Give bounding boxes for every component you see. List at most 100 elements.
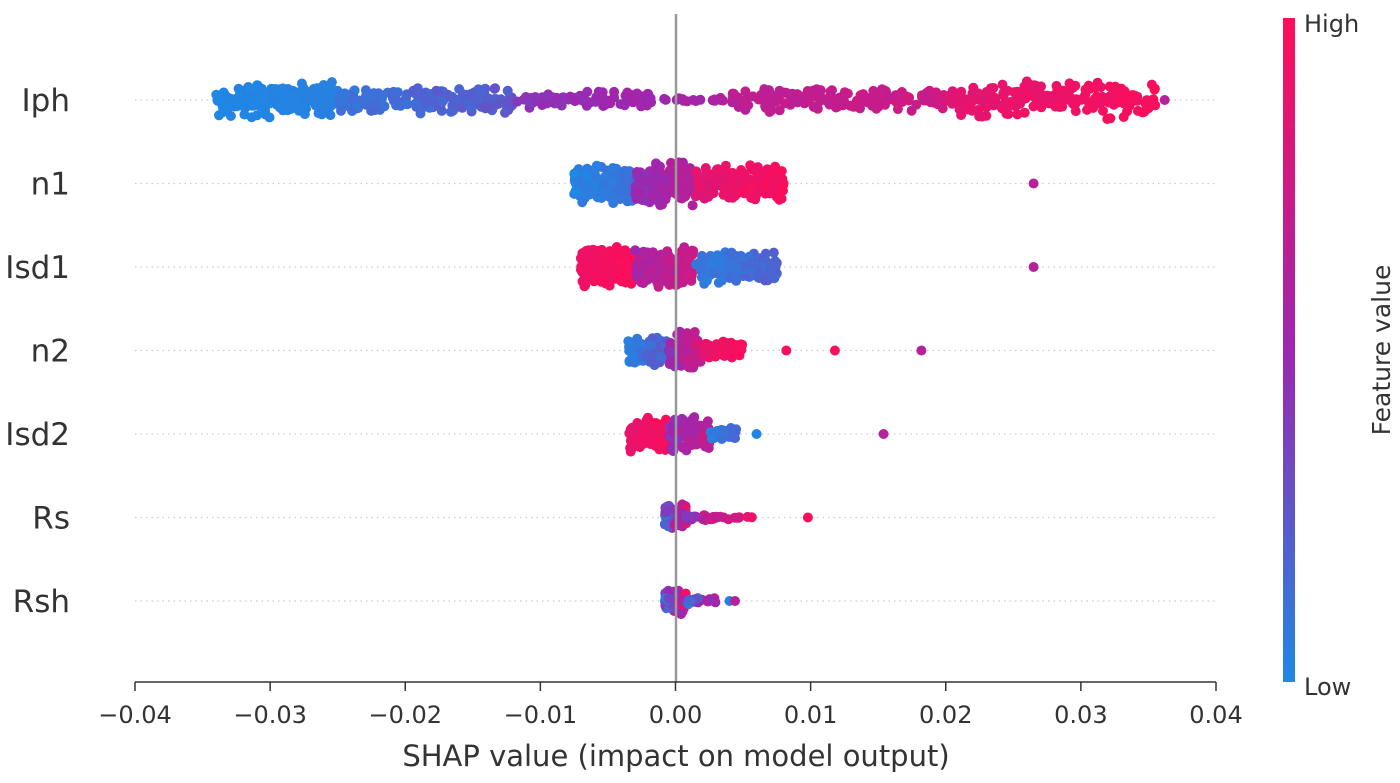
shap-point	[997, 79, 1008, 90]
shap-point	[1110, 81, 1121, 92]
shap-point	[839, 87, 850, 98]
shap-point	[592, 192, 603, 203]
feature-label-n2: n2	[31, 334, 70, 370]
shap-point	[978, 95, 988, 106]
shap-point	[638, 175, 648, 186]
shap-point	[1112, 97, 1123, 108]
shap-point	[641, 415, 652, 426]
shap-point	[653, 281, 664, 292]
shap-point	[1126, 95, 1137, 106]
series-isd2	[624, 412, 889, 457]
x-tick-label: −0.01	[504, 701, 578, 729]
shap-point	[767, 270, 778, 281]
shap-point	[601, 257, 612, 268]
x-tick-label: −0.03	[233, 701, 307, 729]
shap-point	[581, 172, 592, 183]
colorbar-high-label: High	[1304, 10, 1359, 38]
shap-point	[594, 92, 605, 103]
shap-point	[1027, 83, 1038, 94]
shap-point	[966, 105, 977, 116]
shap-point	[569, 168, 580, 179]
shap-point	[475, 87, 486, 98]
shap-point	[301, 103, 311, 114]
shap-point	[622, 174, 633, 185]
shap-point	[746, 512, 757, 523]
shap-point	[860, 92, 871, 103]
shap-point	[675, 278, 685, 288]
shap-point	[718, 174, 729, 185]
shap-point	[660, 94, 671, 105]
colorbar-title: Feature value	[1367, 265, 1396, 436]
shap-point	[587, 179, 598, 190]
shap-point	[746, 265, 757, 276]
shap-point	[706, 433, 717, 444]
shap-outlier-point	[730, 596, 740, 606]
series-isd1	[575, 242, 1039, 292]
shap-point	[1114, 89, 1125, 99]
shap-point	[627, 350, 638, 361]
shap-point	[762, 178, 773, 189]
shap-point	[302, 91, 313, 102]
shap-point	[716, 275, 727, 286]
series-n1	[569, 157, 1039, 211]
shap-point	[743, 100, 754, 111]
shap-point	[600, 99, 611, 110]
shap-point	[279, 91, 290, 102]
shap-point	[591, 160, 602, 171]
shap-point	[611, 242, 622, 252]
shap-point	[565, 91, 576, 102]
x-tick-label: 0.03	[1054, 701, 1107, 729]
shap-point	[1095, 82, 1106, 93]
shap-outlier-point	[802, 512, 813, 523]
shap-point	[293, 101, 304, 111]
shap-point	[827, 85, 837, 96]
shap-point	[1005, 97, 1016, 107]
colorbar-gradient	[1283, 18, 1295, 682]
shap-point	[806, 90, 817, 101]
shap-outlier-point	[751, 429, 762, 439]
shap-point	[221, 100, 232, 111]
shap-point	[1091, 91, 1102, 102]
shap-point	[776, 174, 787, 185]
shap-point	[1064, 94, 1074, 105]
shap-point	[596, 244, 607, 255]
shap-point	[687, 200, 698, 211]
shap-point	[690, 357, 701, 368]
shap-point	[868, 92, 879, 103]
shap-point	[431, 85, 442, 96]
shap-point	[694, 181, 705, 192]
shap-point	[322, 101, 333, 112]
shap-point	[237, 96, 248, 107]
shap-point	[1118, 112, 1129, 122]
shap-point	[646, 97, 657, 108]
shap-points	[211, 76, 1170, 620]
feature-label-rs: Rs	[32, 501, 70, 537]
series-rsh	[659, 585, 740, 620]
shap-point	[392, 87, 403, 98]
shap-point	[635, 187, 646, 198]
shap-point	[947, 86, 958, 97]
shap-point	[613, 267, 624, 278]
shap-point	[762, 164, 773, 175]
shap-point	[1018, 94, 1029, 105]
shap-point	[960, 94, 971, 105]
shap-point	[489, 83, 500, 94]
shap-point	[577, 276, 588, 287]
shap-point	[339, 88, 350, 99]
shap-point	[659, 186, 670, 197]
shap-point	[700, 511, 711, 522]
shap-point	[832, 101, 843, 112]
shap-point	[764, 187, 775, 197]
shap-point	[646, 180, 657, 190]
shap-point	[716, 346, 727, 357]
feature-label-isd1: Isd1	[5, 250, 70, 286]
x-tick-label: 0.04	[1189, 701, 1242, 729]
shap-point	[723, 514, 734, 525]
shap-point	[317, 92, 327, 103]
shap-point	[715, 92, 726, 103]
shap-point	[640, 350, 651, 361]
shap-point	[666, 157, 676, 168]
shap-point	[625, 435, 636, 446]
shap-point	[347, 106, 358, 116]
